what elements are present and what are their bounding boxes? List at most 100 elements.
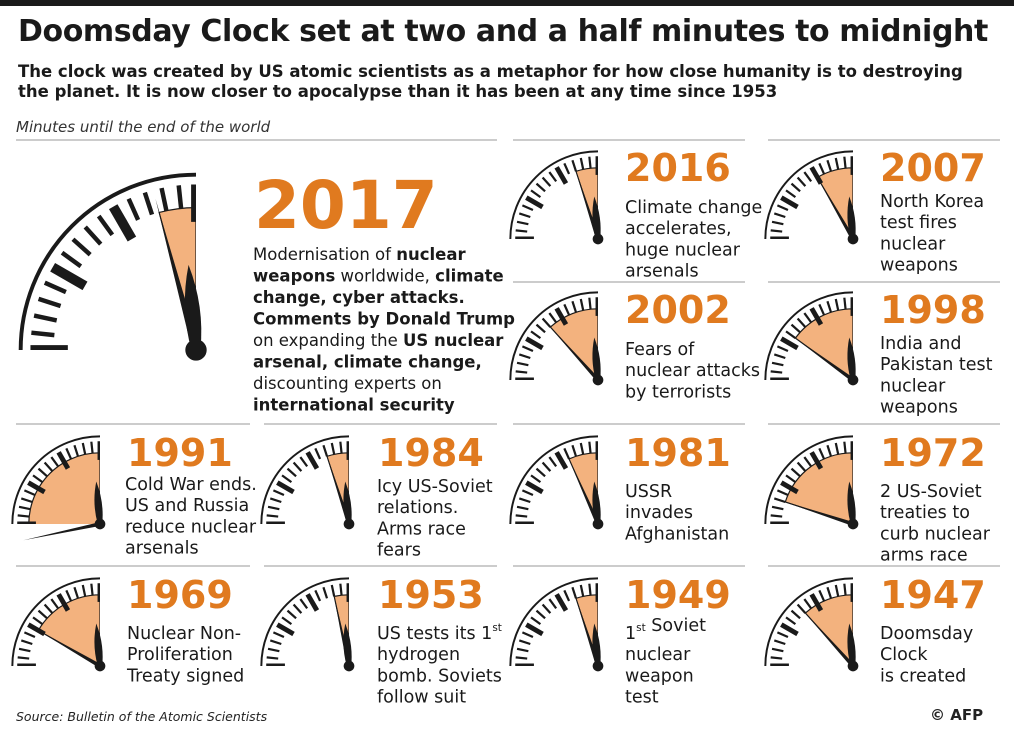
clock-tick: [20, 497, 33, 504]
clock-tick: [516, 505, 529, 511]
clock-tick: [818, 447, 826, 460]
clock-tick: [159, 187, 169, 212]
description-line: treaties to: [880, 503, 970, 523]
clock-tick: [518, 353, 531, 360]
clock-tick: [818, 303, 826, 316]
description-line: hydrogen: [377, 645, 460, 665]
clock-tick: [771, 220, 784, 226]
clock-tick: [276, 480, 295, 495]
clock-tick: [73, 586, 80, 599]
clock-tick: [50, 456, 60, 468]
clock-tick: [790, 182, 801, 193]
clock-tick: [176, 185, 184, 209]
clock-hub: [592, 518, 604, 530]
description-line: weapons: [880, 398, 958, 418]
clock-tick: [23, 631, 36, 639]
top-rule: [0, 0, 1014, 6]
clock-tick: [521, 489, 534, 497]
clock-tick: [809, 451, 824, 470]
clock-tick: [530, 189, 542, 199]
clock-tick: [818, 589, 826, 602]
clock-tick: [776, 345, 789, 353]
clock-tick: [292, 461, 303, 472]
clock-rim: [260, 577, 349, 666]
clock-tick: [563, 162, 571, 175]
clock-tick: [834, 584, 840, 597]
hour-hand: [847, 196, 856, 240]
clock-tick: [126, 197, 141, 221]
page-subtitle: The clock was created by US atomic scien…: [18, 62, 963, 101]
clock-tick: [339, 441, 343, 454]
clock-tick: [281, 474, 293, 484]
description-line: India and: [880, 334, 961, 354]
clock-tick: [299, 598, 309, 610]
year-label: 1969: [127, 573, 233, 617]
clock-tick: [785, 616, 797, 626]
clock-tick: [579, 442, 585, 455]
description-line: relations.: [377, 498, 458, 518]
clock-tick: [515, 656, 528, 660]
clock-tick: [276, 622, 295, 637]
description-line: 1st Soviet: [625, 616, 706, 644]
description-line: 2 US-Soviet: [880, 482, 982, 502]
clock-tick: [60, 250, 83, 269]
minute-hand: [566, 452, 600, 525]
clock-hub: [343, 660, 355, 672]
clock-rim: [11, 577, 100, 666]
clock-hub: [847, 374, 859, 386]
clock-tick: [826, 300, 833, 313]
hour-hand: [592, 481, 601, 525]
chart-caption: Minutes until the end of the world: [16, 118, 271, 136]
clock-tick: [834, 298, 840, 311]
clock-tick: [56, 451, 71, 470]
clock-tick: [554, 593, 569, 612]
clock-tick: [530, 616, 542, 626]
clock-tick: [770, 656, 783, 660]
description-line: nuclear: [625, 645, 691, 665]
clock-tick: [809, 593, 824, 612]
description-line: change, cyber attacks.: [253, 288, 465, 307]
clock-rim: [509, 435, 598, 524]
description-line: US tests its 1st: [377, 622, 502, 644]
clock-tick: [518, 212, 531, 219]
clock-rim: [764, 577, 853, 666]
clock-tick: [548, 312, 558, 324]
clock-tick: [773, 639, 786, 646]
clock-tick: [518, 497, 531, 504]
clock-tick: [843, 441, 847, 454]
clock-tick: [37, 609, 48, 620]
clock-tick: [826, 159, 833, 172]
clock-tick: [81, 442, 87, 455]
year-label: 2002: [625, 288, 731, 332]
clock-tick: [17, 514, 30, 518]
description-line: arsenal, climate change,: [253, 353, 482, 372]
clock-tick: [530, 330, 542, 340]
clock-tick: [525, 336, 544, 351]
year-label: 1981: [625, 431, 731, 475]
clock-tick: [770, 514, 783, 518]
clock-tick: [776, 489, 789, 497]
description-line: arsenals: [625, 262, 699, 282]
clock-tick: [803, 312, 813, 324]
clock-tick: [56, 593, 71, 612]
clock-tick: [305, 593, 320, 612]
clock-rim: [11, 435, 100, 524]
description-line: Proliferation: [127, 645, 233, 665]
clock-tick: [525, 480, 544, 495]
clock-rim: [18, 172, 196, 350]
hour-hand: [847, 337, 856, 381]
clock-tick: [571, 300, 578, 313]
description-line: Doomsday: [880, 624, 973, 644]
description-line: by terrorists: [625, 382, 731, 402]
minutes-wedge-1947: [804, 594, 853, 666]
clock-tick: [73, 444, 80, 457]
year-label: 1953: [378, 573, 484, 617]
clock-tick: [770, 370, 783, 374]
clock-tick: [541, 603, 552, 614]
description-line: follow suit: [377, 688, 466, 708]
